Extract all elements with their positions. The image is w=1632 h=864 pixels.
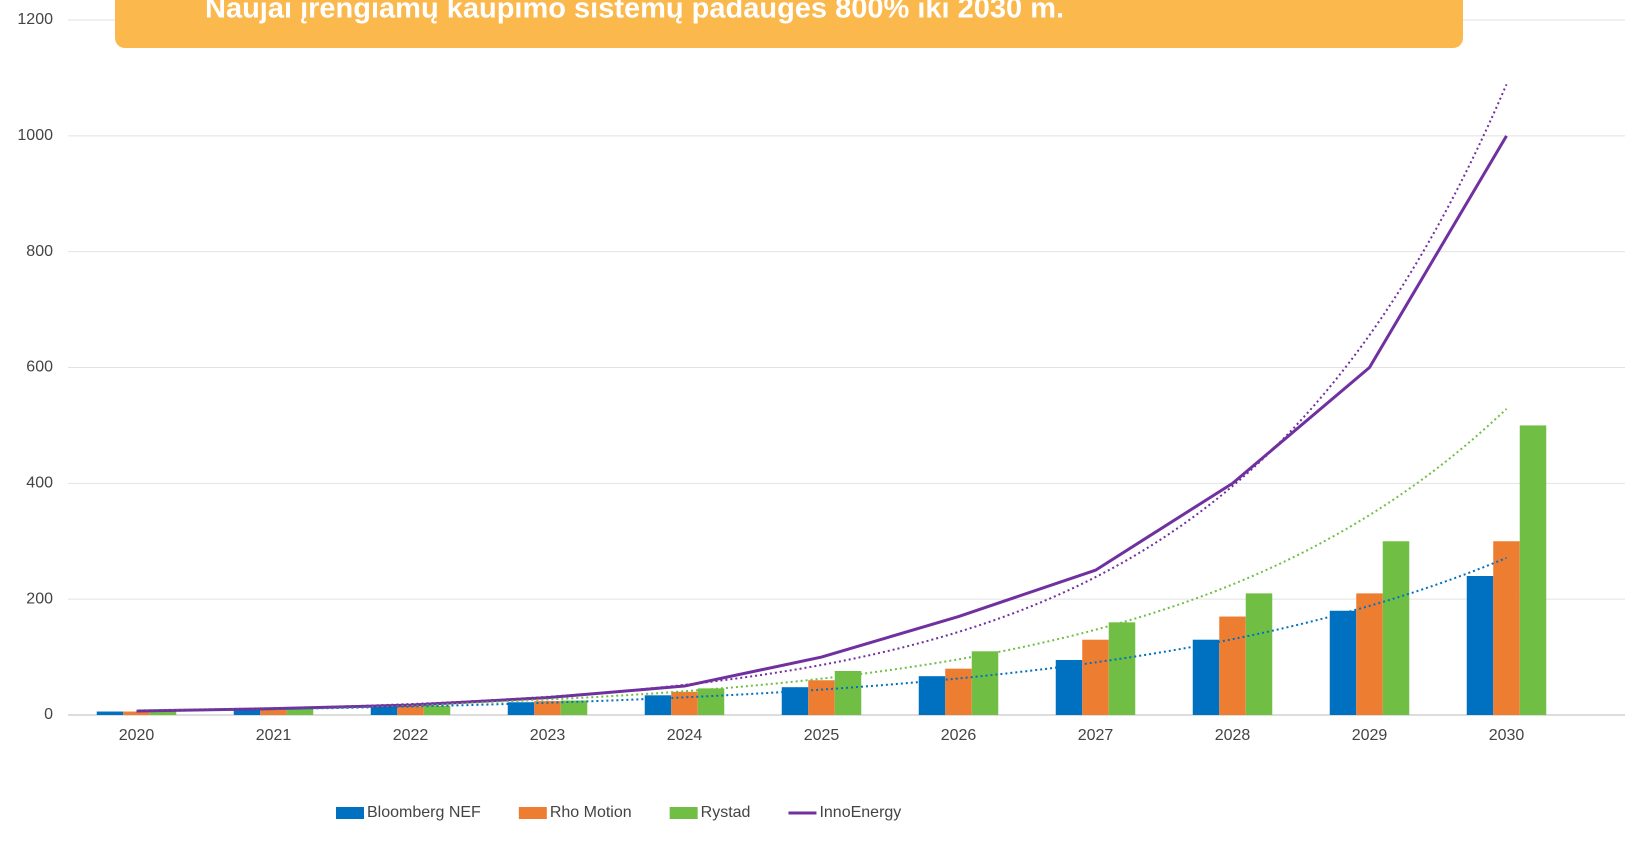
legend-swatch xyxy=(518,807,547,819)
bar xyxy=(671,691,698,715)
bar xyxy=(971,651,999,715)
bar xyxy=(233,709,261,715)
bar xyxy=(808,680,835,715)
x-tick-label: 2021 xyxy=(256,727,292,744)
x-tick-label: 2027 xyxy=(1078,727,1114,744)
legend-swatch xyxy=(336,807,364,819)
y-tick-label: 200 xyxy=(26,590,53,607)
bar xyxy=(834,670,862,715)
y-tick-label: 0 xyxy=(44,706,53,723)
legend-swatch xyxy=(669,807,698,819)
y-tick-label: 1200 xyxy=(17,11,53,28)
y-tick-label: 800 xyxy=(26,243,53,260)
x-tick-label: 2028 xyxy=(1215,727,1251,744)
trendline xyxy=(136,84,1508,713)
bar xyxy=(123,711,150,715)
title-banner xyxy=(115,0,1463,48)
x-tick-label: 2029 xyxy=(1352,727,1388,744)
bar xyxy=(260,709,287,715)
legend-label: Rystad xyxy=(701,804,751,821)
x-tick-label: 2024 xyxy=(667,727,703,744)
bar xyxy=(1082,639,1109,715)
bar xyxy=(1108,622,1136,715)
bar xyxy=(286,708,314,715)
y-tick-label: 400 xyxy=(26,475,53,492)
bar xyxy=(781,687,809,715)
x-tick-label: 2023 xyxy=(530,727,566,744)
bar xyxy=(1493,541,1520,715)
plot: 0 200 400 600 800 1000 1200 2020 2021 2022 2023 202… xyxy=(17,11,1625,821)
bar xyxy=(1055,659,1083,715)
bar xyxy=(1329,610,1357,715)
x-tick-label: 2030 xyxy=(1489,727,1525,744)
legend-label: InnoEnergy xyxy=(819,804,901,821)
bar xyxy=(149,710,177,715)
x-tick-label: 2020 xyxy=(119,727,155,744)
bar xyxy=(697,688,725,715)
chart-title: Naujai įrengiamų kaupimo sistemų padaugė… xyxy=(205,0,1064,25)
bar xyxy=(1219,616,1246,715)
bar xyxy=(370,706,398,715)
x-tick-label: 2022 xyxy=(393,727,429,744)
y-tick-label: 1000 xyxy=(17,127,53,144)
bar xyxy=(918,676,946,715)
bar xyxy=(423,705,451,715)
bar xyxy=(644,695,672,715)
bar xyxy=(534,701,561,715)
bar xyxy=(1245,593,1273,715)
bar xyxy=(1466,576,1494,715)
y-tick-label: 600 xyxy=(26,359,53,376)
legend-label: Rho Motion xyxy=(550,804,632,821)
legend-label: Bloomberg NEF xyxy=(367,804,481,821)
bar xyxy=(945,668,972,715)
bar xyxy=(560,700,588,715)
bar xyxy=(1356,593,1383,715)
trendline xyxy=(136,556,1507,712)
line xyxy=(136,135,1508,713)
bar xyxy=(1519,425,1547,715)
bar xyxy=(96,711,124,715)
bar xyxy=(507,702,535,715)
trendline xyxy=(136,408,1508,712)
bar xyxy=(1192,639,1220,715)
bar xyxy=(1382,541,1410,715)
bar xyxy=(397,706,424,715)
x-tick-label: 2025 xyxy=(804,727,840,744)
x-tick-label: 2026 xyxy=(941,727,977,744)
